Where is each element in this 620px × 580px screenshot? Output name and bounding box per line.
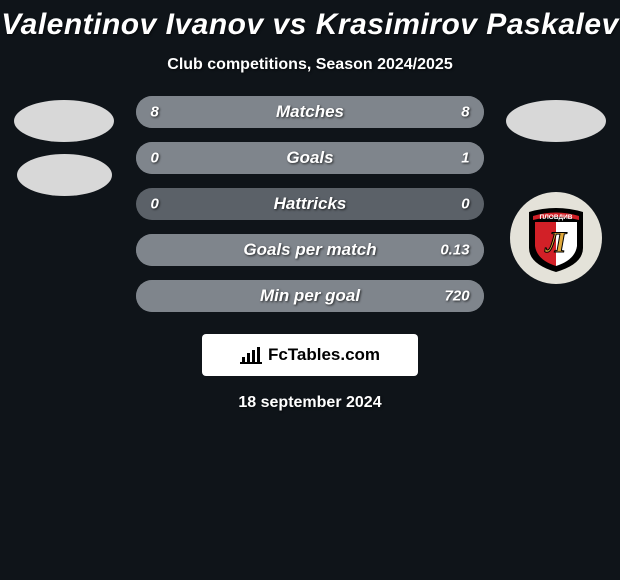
club-shield-icon: ПЛОВДИВ Л (525, 202, 587, 274)
brand-chart-icon (240, 346, 262, 364)
stat-value-right: 0.13 (440, 242, 469, 259)
root: Valentinov Ivanov vs Krasimirov Paskalev… (0, 0, 620, 412)
stat-label: Min per goal (260, 286, 360, 306)
right-club-badge: ПЛОВДИВ Л (510, 192, 602, 284)
stat-value-right: 720 (445, 288, 470, 305)
stat-value-left: 0 (150, 196, 158, 213)
club-banner-text: ПЛОВДИВ (539, 214, 572, 221)
stat-value-right: 0 (461, 196, 469, 213)
stat-bar: 720 Min per goal (136, 280, 483, 312)
stat-value-left: 8 (150, 104, 158, 121)
stat-bar: 0.13 Goals per match (136, 234, 483, 266)
left-club-badge (17, 154, 112, 196)
brand-badge[interactable]: FcTables.com (202, 334, 418, 376)
right-side-column: ПЛОВДИВ Л (502, 96, 610, 284)
subtitle: Club competitions, Season 2024/2025 (0, 56, 620, 74)
stat-label: Goals per match (243, 240, 376, 260)
stat-value-right: 1 (461, 150, 469, 167)
stat-label: Hattricks (274, 194, 347, 214)
stat-bar: 0 1 Goals (136, 142, 483, 174)
stat-value-left: 0 (150, 150, 158, 167)
stat-label: Goals (286, 148, 333, 168)
club-letter: Л (543, 226, 567, 259)
stat-bar: 8 8 Matches (136, 96, 483, 128)
brand-text: FcTables.com (268, 345, 380, 365)
footer-date: 18 september 2024 (0, 394, 620, 412)
comparison-bars: 8 8 Matches 0 1 Goals 0 0 Hattricks 0.13 Goals per… (136, 96, 483, 312)
left-player-avatar (14, 100, 114, 142)
comparison-row: 8 8 Matches 0 1 Goals 0 0 Hattricks 0.13 Goals per… (0, 96, 620, 312)
left-side-column (10, 96, 118, 196)
page-title: Valentinov Ivanov vs Krasimirov Paskalev (0, 8, 620, 42)
right-player-avatar (506, 100, 606, 142)
stat-bar: 0 0 Hattricks (136, 188, 483, 220)
stat-label: Matches (276, 102, 344, 122)
stat-value-right: 8 (461, 104, 469, 121)
